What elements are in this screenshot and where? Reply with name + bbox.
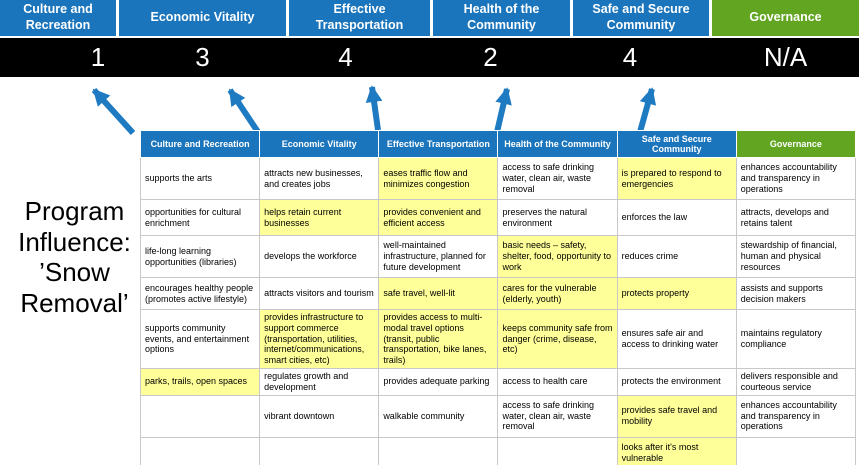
matrix-cell-preserves-the-natural-environment: preserves the natural environment	[497, 199, 618, 236]
matrix-cell-provides-adequate-parking: provides adequate parking	[378, 367, 499, 396]
matrix-cell-encourages-healthy-people-promotes-activ: encourages healthy people (promotes acti…	[139, 277, 261, 310]
pillar-governance: Governance	[712, 0, 859, 36]
matrix-cell-enhances-accountability-and-transparency: enhances accountability and transparency…	[735, 157, 857, 200]
pillar-economic-vitality: Economic Vitality	[119, 0, 286, 36]
score-culture-and-recreation: 1	[90, 42, 106, 72]
matrix-row: supports community events, and entertain…	[139, 309, 857, 369]
matrix-cell-stewardship-of-financial-human-and-physi: stewardship of financial, human and phys…	[735, 235, 857, 278]
matrix-cell-helps-retain-current-businesses: helps retain current businesses	[259, 199, 380, 236]
matrix-cell-safe-travel-well-lit: safe travel, well-lit	[378, 277, 499, 310]
arrow-health-of-the-community	[494, 87, 512, 133]
pillar-header-band: Culture and Recreation Economic Vitality…	[0, 0, 859, 36]
score-health-of-the-community: 2	[483, 42, 498, 72]
matrix-cell-develops-the-workforce: develops the workforce	[259, 235, 380, 278]
matrix-cell-empty	[139, 394, 261, 438]
matrix-cell-access-to-safe-drinking-water-clean-air: access to safe drinking water, clean air…	[497, 394, 618, 438]
matrix-header-row: Culture and Recreation Economic Vitality E…	[139, 130, 857, 158]
matrix-cell-empty	[259, 436, 380, 465]
matrix-cell-access-to-safe-drinking-water-clean-air: access to safe drinking water, clean air…	[497, 157, 618, 200]
matrix-row: parks, trails, open spaces regulates grow…	[139, 367, 857, 396]
matrix-row: supports the arts attracts new businesses…	[139, 157, 857, 200]
matrix-cell-protects-the-environment: protects the environment	[616, 367, 737, 396]
matrix-cell-provides-safe-travel-and-mobility: provides safe travel and mobility	[616, 394, 737, 438]
arrow-culture-and-recreation	[91, 87, 136, 136]
arrow-economic-vitality	[227, 88, 261, 134]
matrix-cell-is-prepared-to-respond-to-emergencies: is prepared to respond to emergencies	[616, 157, 737, 200]
score-safe-and-secure-community: 4	[622, 42, 638, 72]
matrix-cell-assists-and-supports-decision-makers: assists and supports decision makers	[735, 277, 857, 310]
matrix-cell-access-to-health-care: access to health care	[497, 367, 618, 396]
pillar-health-of-the-community: Health of the Community	[433, 0, 570, 36]
matrix-cell-cares-for-the-vulnerable-elderly-youth: cares for the vulnerable (elderly, youth…	[497, 277, 618, 310]
matrix-cell-delivers-responsible-and-courteous-servi: delivers responsible and courteous servi…	[735, 367, 857, 396]
pillar-culture-and-recreation: Culture and Recreation	[0, 0, 116, 36]
score-effective-transportation: 4	[338, 42, 353, 72]
matrix-header-effective-transportation: Effective Transportation	[378, 130, 499, 158]
matrix-row: vibrant downtown walkable community access…	[139, 394, 857, 438]
matrix-cell-provides-infrastructure-to-support-comme: provides infrastructure to support comme…	[259, 309, 380, 369]
matrix-header-health-of-the-community: Health of the Community	[497, 130, 618, 158]
matrix-header-economic-vitality: Economic Vitality	[259, 130, 380, 158]
matrix-cell-keeps-community-safe-from-danger-crime-d: keeps community safe from danger (crime,…	[497, 309, 618, 369]
matrix-cell-supports-the-arts: supports the arts	[139, 157, 261, 200]
matrix-cell-eases-traffic-flow-and-minimizes-congest: eases traffic flow and minimizes congest…	[378, 157, 499, 200]
matrix-cell-attracts-new-businesses-and-creates-jobs: attracts new businesses, and creates job…	[259, 157, 380, 200]
matrix-row: encourages healthy people (promotes acti…	[139, 277, 857, 310]
matrix-cell-empty	[139, 436, 261, 465]
matrix-cell-well-maintained-infrastructure-planned-f: well-maintained infrastructure, planned …	[378, 235, 499, 278]
matrix-cell-provides-convenient-and-efficient-access: provides convenient and efficient access	[378, 199, 499, 236]
influence-matrix: Culture and Recreation Economic Vitality E…	[139, 130, 857, 465]
matrix-cell-empty	[735, 436, 857, 465]
score-arrows	[91, 85, 657, 136]
program-title: Program Influence: ’Snow Removal’	[18, 196, 131, 319]
matrix-cell-opportunities-for-cultural-enrichment: opportunities for cultural enrichment	[139, 199, 261, 236]
score-economic-vitality: 3	[195, 42, 210, 72]
arrow-safe-and-secure-community	[637, 87, 657, 133]
matrix-cell-supports-community-events-and-entertainm: supports community events, and entertain…	[139, 309, 261, 369]
matrix-cell-attracts-visitors-and-tourism: attracts visitors and tourism	[259, 277, 380, 310]
matrix-cell-basic-needs-safety-shelter-food-opportun: basic needs – safety, shelter, food, opp…	[497, 235, 618, 278]
score-band: 1 3 4 2 4 N/A	[0, 38, 859, 77]
matrix-cell-vibrant-downtown: vibrant downtown	[259, 394, 380, 438]
score-governance: N/A	[763, 42, 808, 72]
matrix-cell-enhances-accountability-and-transparency: enhances accountability and transparency…	[735, 394, 857, 438]
matrix-row: life-long learning opportunities (librar…	[139, 235, 857, 278]
matrix-cell-parks-trails-open-spaces: parks, trails, open spaces	[139, 367, 261, 396]
pillar-effective-transportation: Effective Transportation	[289, 0, 430, 36]
matrix-row: looks after it's most vulnerable	[139, 436, 857, 465]
matrix-body: supports the arts attracts new businesses…	[139, 157, 857, 465]
matrix-cell-life-long-learning-opportunities-librari: life-long learning opportunities (librar…	[139, 235, 261, 278]
matrix-header-culture-and-recreation: Culture and Recreation	[139, 130, 261, 158]
matrix-cell-protects-property: protects property	[616, 277, 737, 310]
matrix-cell-reduces-crime: reduces crime	[616, 235, 737, 278]
matrix-cell-empty	[378, 436, 499, 465]
matrix-cell-ensures-safe-air-and-access-to-drinking: ensures safe air and access to drinking …	[616, 309, 737, 369]
matrix-cell-looks-after-it-s-most-vulnerable: looks after it's most vulnerable	[616, 436, 737, 465]
matrix-cell-maintains-regulatory-compliance: maintains regulatory compliance	[735, 309, 857, 369]
matrix-cell-regulates-growth-and-development: regulates growth and development	[259, 367, 380, 396]
matrix-header-governance: Governance	[735, 130, 857, 158]
matrix-header-safe-and-secure-community: Safe and Secure Community	[616, 130, 737, 158]
matrix-cell-empty	[497, 436, 618, 465]
pillar-safe-and-secure-community: Safe and Secure Community	[573, 0, 709, 36]
matrix-cell-walkable-community: walkable community	[378, 394, 499, 438]
matrix-row: opportunities for cultural enrichment hel…	[139, 199, 857, 236]
arrow-effective-transportation	[365, 85, 383, 131]
matrix-cell-enforces-the-law: enforces the law	[616, 199, 737, 236]
matrix-cell-attracts-develops-and-retains-talent: attracts, develops and retains talent	[735, 199, 857, 236]
matrix-cell-provides-access-to-multi-modal-travel-op: provides access to multi-modal travel op…	[378, 309, 499, 369]
